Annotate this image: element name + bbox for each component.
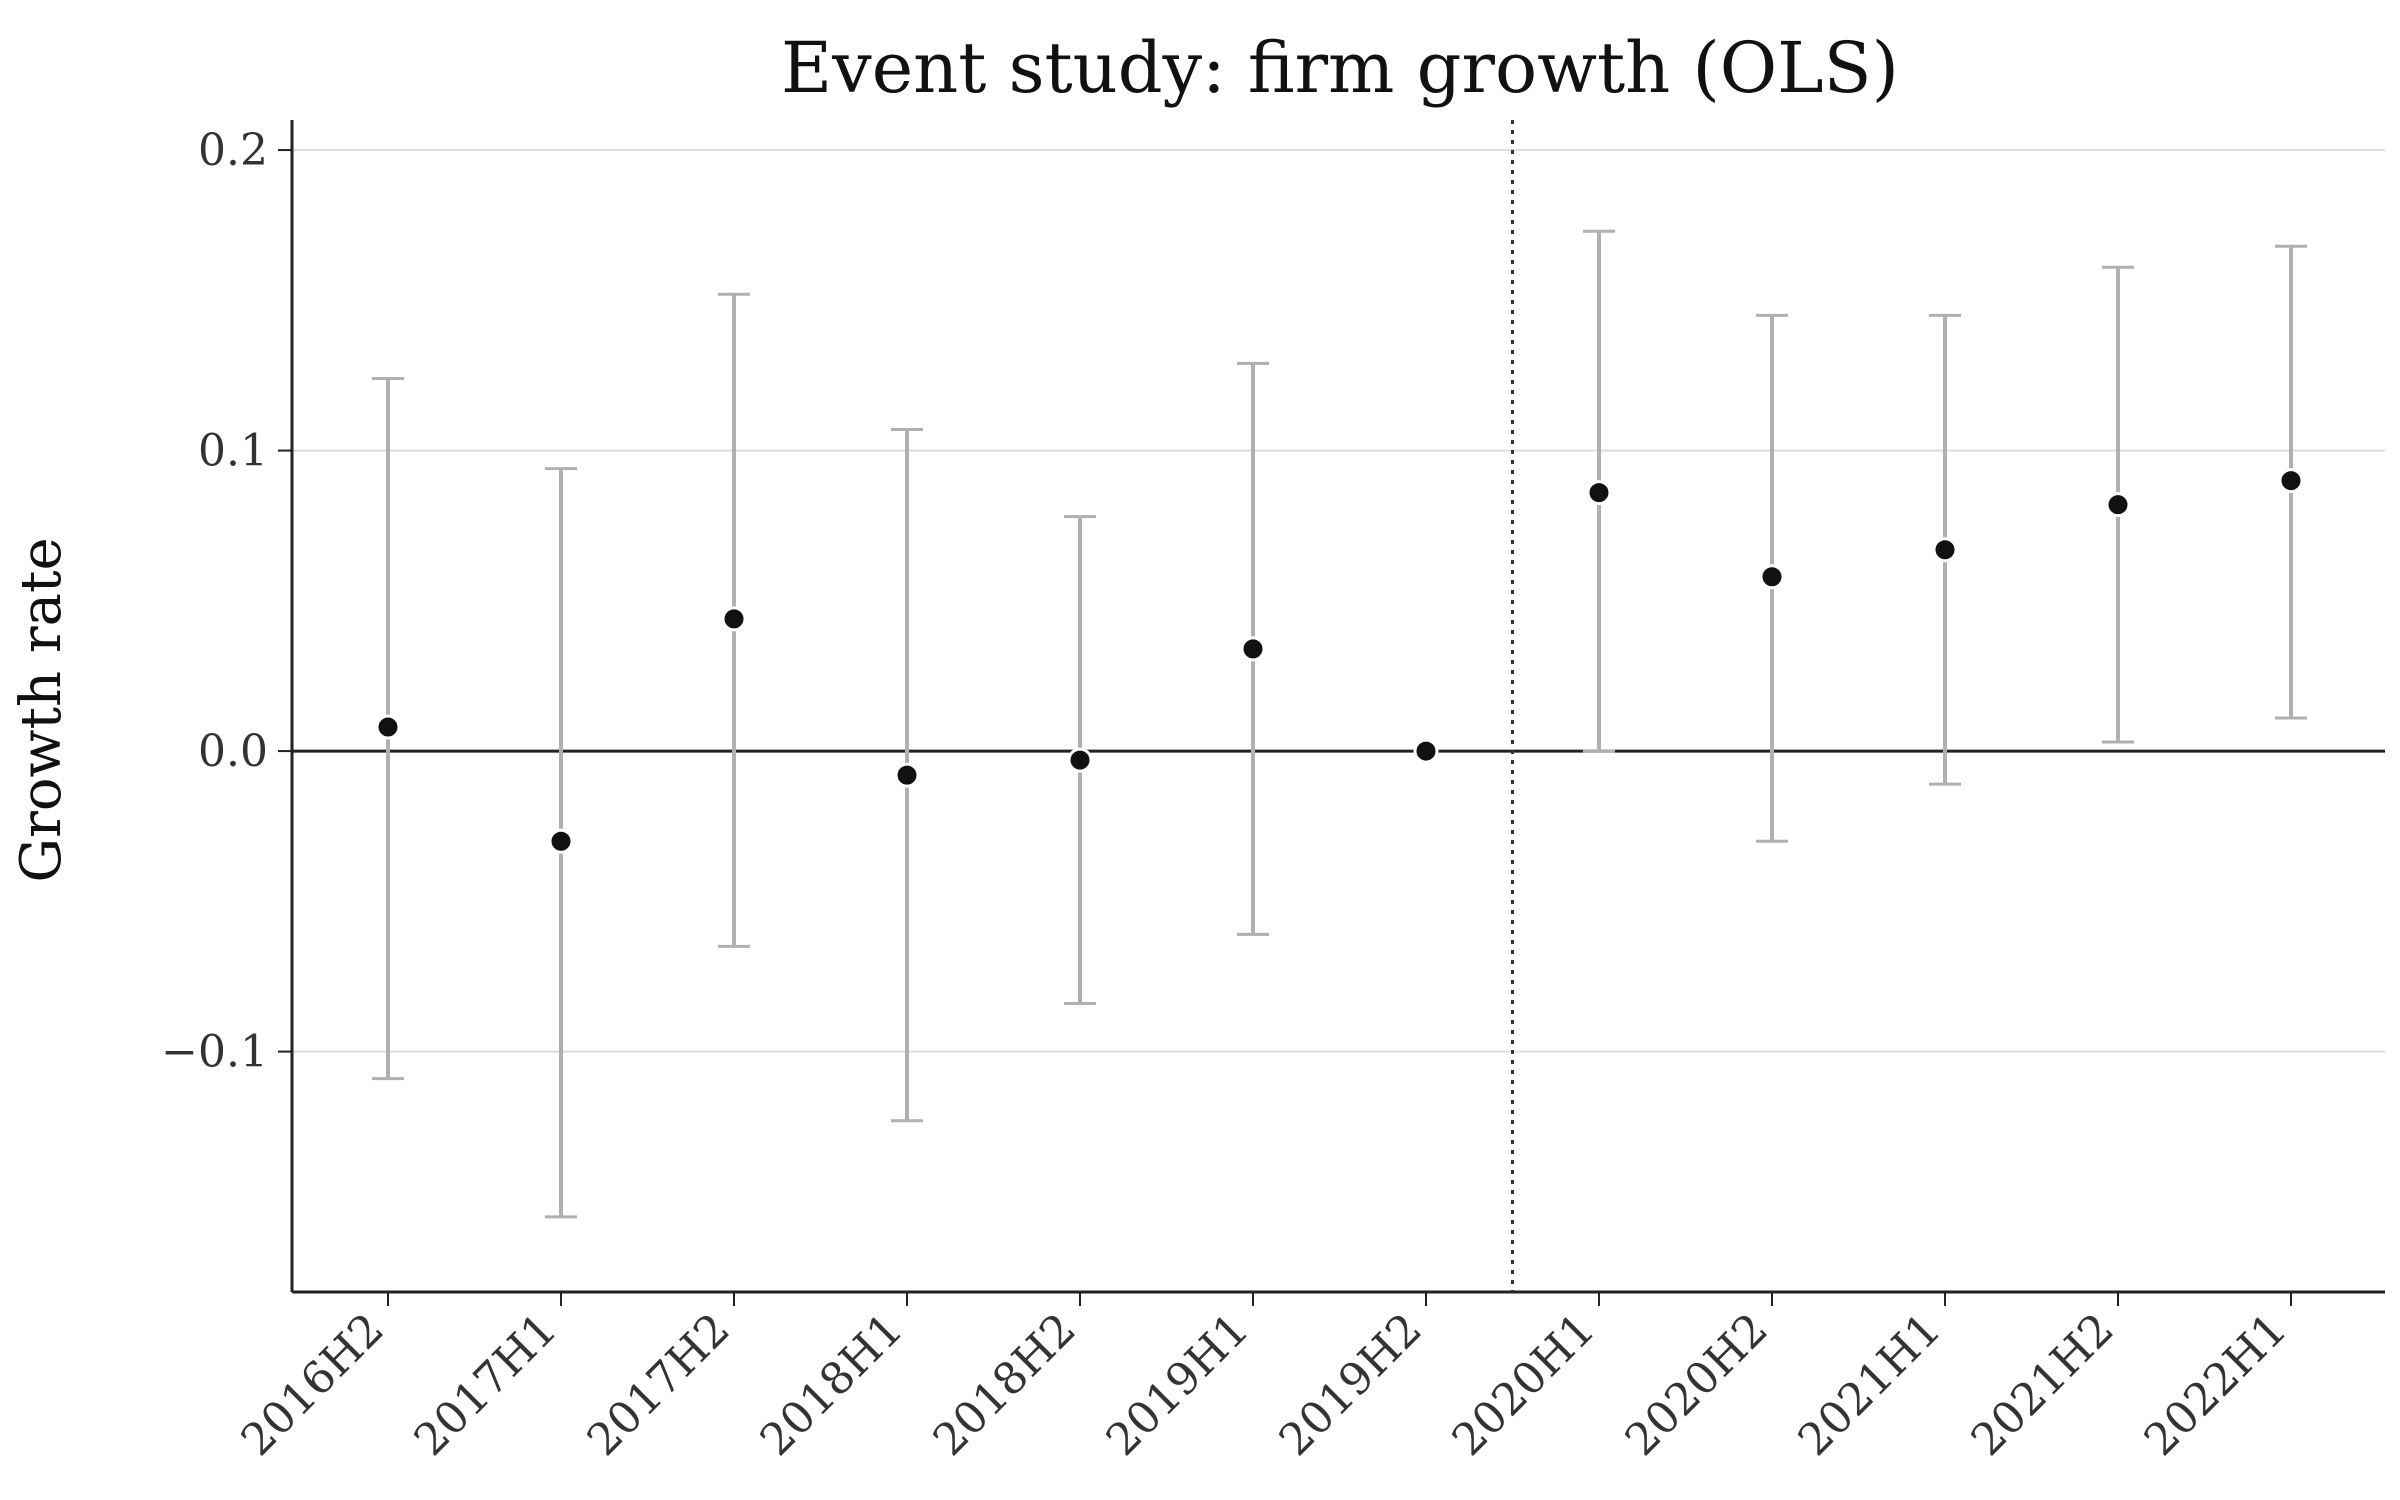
y-ticks: −0.1 0.0 0.1 0.2: [161, 125, 292, 1078]
point-2019H1: [1240, 636, 1266, 662]
point-2017H2: [721, 606, 747, 632]
point-2021H2: [2105, 492, 2131, 518]
x-tick-label: 2020H1: [1443, 1304, 1605, 1466]
x-tick-label: 2018H1: [751, 1304, 913, 1466]
x-tick-label: 2020H2: [1616, 1304, 1778, 1466]
point-2018H1: [894, 762, 920, 788]
gridlines: [292, 149, 2385, 1053]
x-tick-label: 2017H1: [405, 1304, 567, 1466]
x-tick-label: 2019H1: [1097, 1304, 1259, 1466]
x-tick-label: 2022H1: [2135, 1304, 2297, 1466]
reference-lines: [292, 120, 2385, 1292]
x-ticks: 2016H2 2017H1 2017H2 2018H1 2018H2 2019H1 2019…: [232, 1292, 2297, 1466]
data-points: [375, 468, 2304, 854]
y-tick-label: 0.1: [198, 426, 268, 477]
y-axis-label: Growth rate: [9, 537, 74, 882]
point-2018H2: [1067, 747, 1093, 773]
point-2020H1: [1586, 480, 1612, 506]
point-2021H1: [1932, 537, 1958, 563]
x-tick-label: 2021H2: [1962, 1304, 2124, 1466]
y-tick-label: 0.0: [198, 726, 268, 777]
point-2020H2: [1759, 564, 1785, 590]
axes: [290, 120, 2385, 1294]
x-tick-label: 2019H2: [1270, 1304, 1432, 1466]
chart-title: Event study: firm growth (OLS): [781, 27, 1899, 109]
point-2019H2: [1413, 738, 1439, 764]
point-2017H1: [548, 828, 574, 854]
error-bars: [372, 229, 2307, 1219]
point-2016H2: [375, 714, 401, 740]
y-tick-label: 0.2: [198, 125, 268, 176]
x-tick-label: 2018H2: [924, 1304, 1086, 1466]
y-tick-label: −0.1: [161, 1027, 268, 1078]
x-tick-label: 2016H2: [232, 1304, 394, 1466]
x-tick-label: 2017H2: [578, 1304, 740, 1466]
x-tick-label: 2021H1: [1789, 1304, 1951, 1466]
point-2022H1: [2278, 468, 2304, 494]
